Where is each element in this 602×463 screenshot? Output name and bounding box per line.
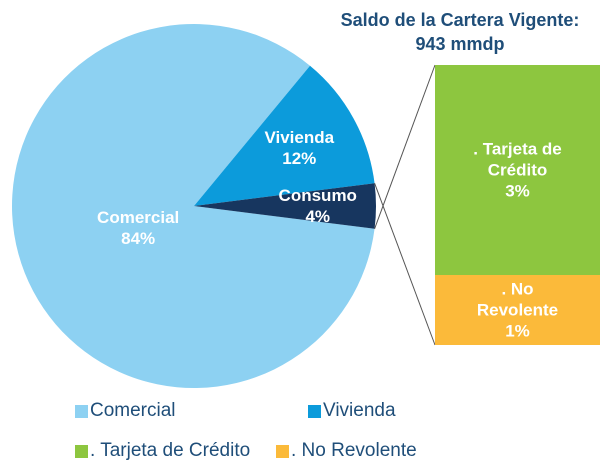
slice-label: Comercial 84% bbox=[97, 207, 179, 249]
legend-label: . No Revolente bbox=[291, 440, 417, 461]
bar-name: . Tarjeta de Crédito bbox=[473, 139, 562, 180]
connector bbox=[374, 183, 436, 346]
slice-name: Comercial bbox=[97, 208, 180, 228]
bar-segment bbox=[435, 275, 600, 345]
bar-segment bbox=[435, 65, 600, 275]
bar-value: 3% bbox=[505, 181, 530, 201]
bar-label: . Tarjeta de Crédito 3% bbox=[463, 139, 573, 202]
bar-name: . No Revolente bbox=[476, 279, 559, 320]
slice-name: Vivienda bbox=[264, 128, 335, 148]
legend-swatch bbox=[276, 444, 289, 458]
connector bbox=[374, 64, 436, 229]
legend-item: Comercial bbox=[75, 400, 176, 422]
legend-label: Comercial bbox=[90, 400, 176, 421]
legend-item: . No Revolente bbox=[276, 440, 417, 462]
legend-swatch bbox=[75, 404, 88, 418]
pie-slice bbox=[12, 23, 375, 389]
pie-slice bbox=[194, 183, 377, 229]
legend-label: Vivienda bbox=[323, 400, 396, 421]
bar-value: 1% bbox=[505, 321, 530, 341]
legend-item: Vivienda bbox=[308, 400, 396, 422]
slice-name: Consumo bbox=[278, 186, 357, 205]
pie-slice bbox=[194, 65, 375, 206]
slice-value: 12% bbox=[282, 149, 317, 169]
slice-label: Vivienda 12% bbox=[264, 127, 334, 169]
legend-swatch bbox=[308, 404, 321, 418]
slice-value: 4% bbox=[305, 207, 331, 226]
slice-value: 84% bbox=[121, 229, 156, 249]
bar-label: . No Revolente 1% bbox=[463, 279, 573, 342]
chart-title: Saldo de la Cartera Vigente: 943 mmdp bbox=[340, 10, 580, 54]
slice-label: Consumo 4% bbox=[279, 185, 357, 227]
legend-swatch bbox=[75, 444, 88, 458]
legend-label: . Tarjeta de Crédito bbox=[90, 440, 251, 461]
legend-item: . Tarjeta de Crédito bbox=[75, 440, 250, 462]
